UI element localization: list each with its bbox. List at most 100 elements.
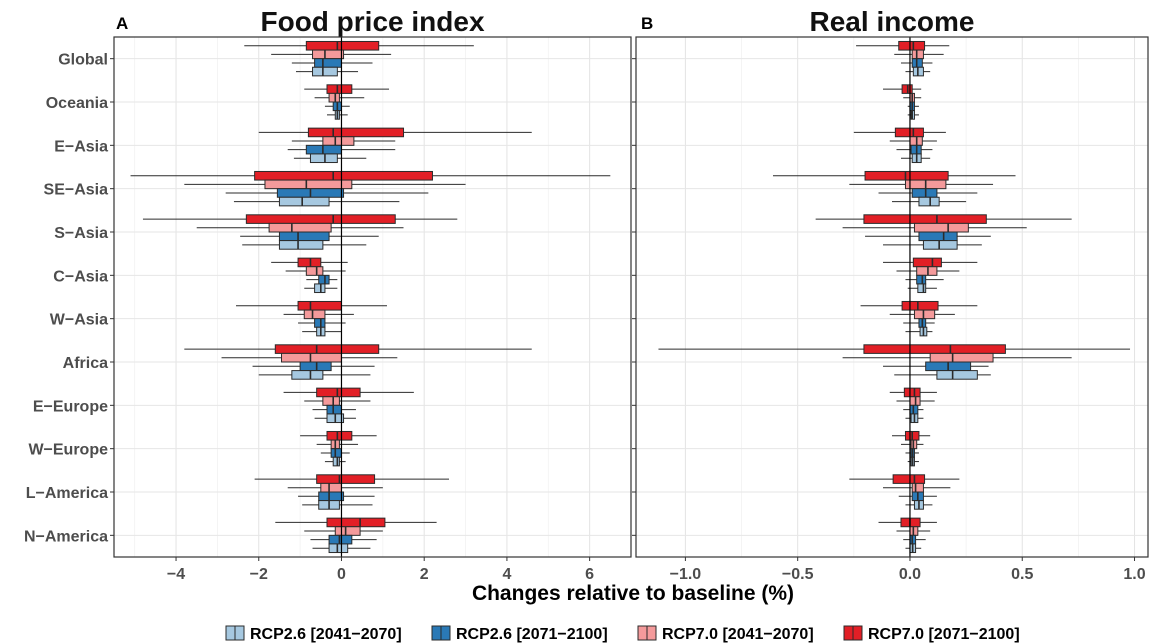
- bar: [297, 257, 322, 268]
- x-tick-label: 0.0: [899, 566, 921, 583]
- bar: [307, 127, 405, 138]
- bar: [901, 300, 939, 311]
- bar: [274, 344, 380, 354]
- bar: [918, 196, 940, 207]
- category-label: C−Asia: [53, 268, 108, 285]
- bar: [863, 344, 1006, 354]
- panel-tag: A: [116, 14, 128, 33]
- legend-item: RCP2.6 [2071−2100]: [431, 625, 608, 643]
- category-label: E−Europe: [33, 398, 108, 415]
- bar: [312, 49, 345, 60]
- category-label: Global: [58, 52, 108, 69]
- x-tick-label: 6: [585, 566, 594, 583]
- legend-label: RCP2.6 [2071−2100]: [456, 626, 608, 643]
- x-tick-label: 0: [337, 566, 346, 583]
- bar: [326, 84, 353, 94]
- category-label: Africa: [63, 355, 108, 372]
- bar: [278, 240, 324, 250]
- bar: [326, 430, 353, 441]
- bar: [332, 456, 340, 467]
- bar: [291, 370, 324, 380]
- panel-title: Real income: [810, 6, 975, 37]
- bar: [912, 257, 942, 268]
- category-label: SE−Asia: [44, 182, 109, 199]
- legend-label: RCP7.0 [2041−2070]: [662, 626, 814, 643]
- bar: [297, 300, 342, 311]
- x-tick-label: −0.5: [782, 566, 814, 583]
- bar: [911, 188, 938, 198]
- bar: [314, 58, 342, 68]
- bar: [309, 153, 338, 164]
- category-label: W−Asia: [50, 312, 108, 329]
- legend: RCP2.6 [2041−2070] RCP2.6 [2071−2100] RCP7…: [225, 625, 1020, 643]
- bar: [303, 309, 326, 320]
- x-tick-label: 2: [420, 566, 429, 583]
- bar: [245, 214, 396, 224]
- bar: [281, 352, 342, 363]
- panel-title: Food price index: [260, 6, 484, 37]
- x-tick-label: 4: [502, 566, 511, 583]
- bar: [936, 370, 978, 380]
- bar: [322, 396, 340, 406]
- x-tick-label: −4: [167, 566, 185, 583]
- bar: [913, 222, 969, 233]
- panel-a: Food price index A −4 −2 0 2 4 6: [110, 6, 632, 583]
- x-axis-label: Changes relative to baseline (%): [472, 582, 794, 605]
- bar: [916, 266, 938, 276]
- bar: [326, 404, 342, 415]
- category-label: L−America: [26, 485, 108, 502]
- bar: [264, 179, 353, 190]
- panel-tag: B: [641, 14, 653, 33]
- bar: [330, 448, 342, 458]
- bar: [305, 144, 342, 155]
- y-axis-labels: Global Oceania E−Asia SE−Asia S−Asia C−Asia W−…: [24, 52, 108, 546]
- bar: [328, 534, 353, 545]
- bar: [318, 274, 330, 285]
- plot-area: [636, 37, 1148, 557]
- x-tick-label: −2: [250, 566, 268, 583]
- x-tick-label: 1.0: [1123, 566, 1145, 583]
- bar: [328, 92, 340, 103]
- bar: [314, 283, 326, 294]
- bar: [299, 361, 332, 372]
- bar: [254, 170, 433, 181]
- panel-border: [635, 36, 1149, 558]
- category-label: S−Asia: [54, 225, 108, 242]
- bar: [918, 231, 958, 242]
- bar: [320, 482, 342, 493]
- bar: [278, 231, 330, 242]
- bar: [316, 387, 361, 398]
- legend-item: RCP7.0 [2041−2070]: [637, 625, 814, 643]
- category-label: E−Asia: [54, 138, 108, 155]
- bar: [864, 170, 949, 181]
- panel-b: Real income B −1.0 −0.5 0.0 0.5 1.0: [632, 6, 1149, 583]
- bar: [314, 318, 326, 328]
- bar: [334, 526, 361, 536]
- bar: [326, 517, 386, 528]
- bar: [318, 491, 345, 502]
- bar: [328, 543, 349, 554]
- bar: [316, 474, 376, 484]
- bar: [929, 352, 994, 363]
- bar: [322, 136, 355, 146]
- bar: [892, 474, 926, 484]
- legend-item: RCP7.0 [2071−2100]: [843, 625, 1020, 643]
- x-tick-label: 0.5: [1011, 566, 1033, 583]
- bar: [305, 40, 380, 51]
- panel-border: [113, 36, 632, 558]
- bar: [913, 309, 936, 320]
- bar: [268, 222, 332, 233]
- plot-area: [114, 37, 631, 557]
- legend-item: RCP2.6 [2041−2070]: [225, 625, 402, 643]
- x-tick-label: −1.0: [670, 566, 702, 583]
- category-label: W−Europe: [28, 442, 108, 459]
- bar: [898, 40, 926, 51]
- category-label: Oceania: [46, 95, 108, 112]
- bar: [911, 482, 924, 493]
- bar: [911, 49, 924, 60]
- bar: [312, 66, 338, 77]
- legend-label: RCP7.0 [2071−2100]: [868, 626, 1020, 643]
- legend-label: RCP2.6 [2041−2070]: [250, 626, 402, 643]
- bar: [916, 274, 927, 285]
